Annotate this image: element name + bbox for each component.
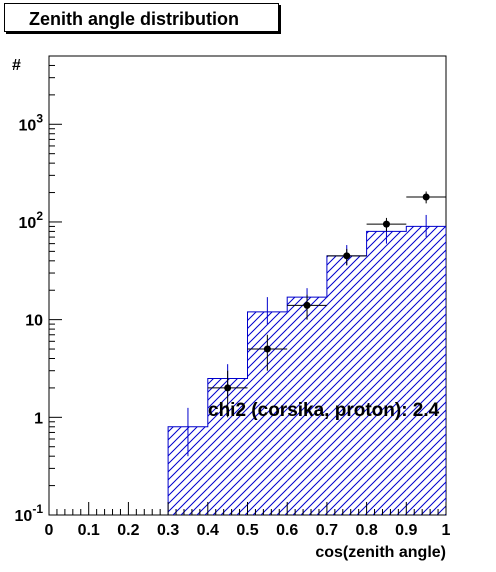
x-tick-label-0: 0 [45, 522, 54, 539]
x-tick-label-9: 0.9 [395, 522, 417, 539]
data-point-4 [382, 220, 390, 228]
y-axis-label: # [12, 57, 21, 74]
x-tick-label-8: 0.8 [355, 522, 377, 539]
data-points [207, 191, 446, 418]
chart-title: Zenith angle distribution [29, 9, 239, 29]
data-point-3 [343, 252, 351, 260]
x-axis-label: cos(zenith angle) [315, 544, 446, 561]
y-tick-label-3: 102 [19, 209, 44, 232]
y-tick-label-0: 10-1 [15, 502, 44, 525]
sim-bin-6 [406, 226, 446, 515]
sim-bin-3 [287, 297, 327, 515]
x-tick-label-3: 0.3 [157, 522, 179, 539]
chart-title-box: Zenith angle distribution [4, 3, 279, 32]
x-tick-label-2: 0.2 [117, 522, 139, 539]
y-tick-label-2: 10 [25, 313, 43, 330]
chi2-annotation: chi2 (corsika, proton): 2.4 [208, 400, 440, 421]
sim-bin-4 [326, 255, 367, 515]
data-point-0 [224, 384, 232, 392]
y-tick-label-1: 1 [34, 410, 43, 427]
y-tick-label-4: 103 [19, 111, 44, 134]
data-point-5 [422, 193, 430, 201]
data-point-1 [263, 345, 271, 353]
x-tick-label-10: 1 [442, 522, 451, 539]
x-tick-label-6: 0.6 [276, 522, 298, 539]
sim-bin-5 [366, 231, 407, 515]
x-tick-label-7: 0.7 [316, 522, 338, 539]
x-tick-label-5: 0.5 [236, 522, 258, 539]
x-tick-label-1: 0.1 [78, 522, 100, 539]
data-point-2 [303, 301, 311, 309]
x-tick-label-4: 0.4 [197, 522, 219, 539]
axes: 0 0.1 0.2 0.3 0.4 0.5 0.6 0.7 0.8 0.9 1 10-1 1 10 102 1… [15, 55, 451, 539]
